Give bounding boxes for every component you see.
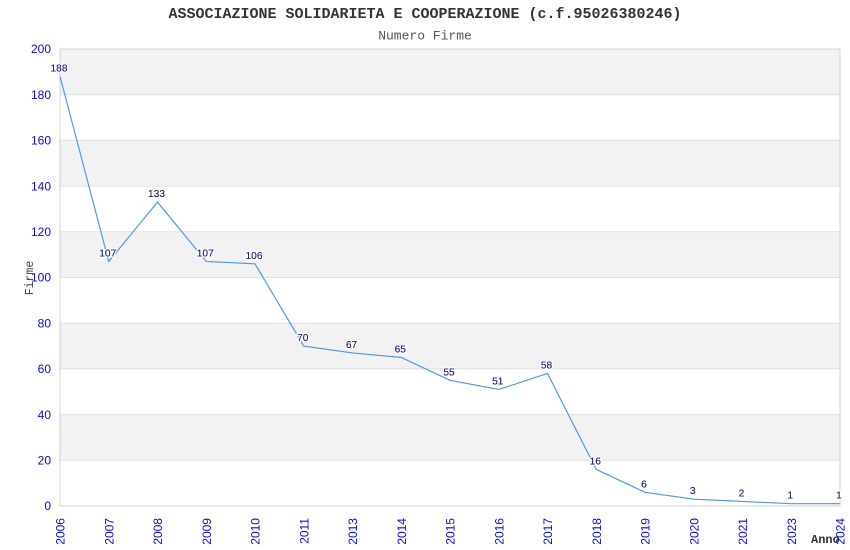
svg-text:80: 80 [38,316,52,330]
svg-text:3: 3 [690,486,696,497]
svg-text:107: 107 [197,249,214,260]
svg-text:6: 6 [641,479,647,490]
svg-text:133: 133 [148,189,165,200]
svg-text:2: 2 [739,488,745,499]
svg-text:2023: 2023 [785,518,799,545]
svg-text:2017: 2017 [541,518,555,545]
svg-text:107: 107 [99,249,116,260]
svg-text:67: 67 [346,340,358,351]
svg-text:2021: 2021 [736,518,750,545]
svg-text:51: 51 [492,376,504,387]
svg-text:1: 1 [787,491,793,502]
svg-text:107: 107 [99,249,116,260]
svg-text:106: 106 [246,251,263,262]
svg-text:65: 65 [395,344,407,355]
svg-text:106: 106 [246,251,263,262]
svg-text:133: 133 [148,189,165,200]
svg-text:2014: 2014 [395,518,409,545]
svg-text:2010: 2010 [249,518,263,545]
svg-text:120: 120 [31,225,51,239]
svg-text:2013: 2013 [346,518,360,545]
svg-text:160: 160 [31,134,51,148]
svg-text:2024: 2024 [834,518,848,545]
svg-text:70: 70 [297,333,309,344]
svg-text:2016: 2016 [492,518,506,545]
svg-text:20: 20 [38,454,52,468]
svg-text:2018: 2018 [590,518,604,545]
svg-text:2007: 2007 [102,518,116,545]
svg-text:2020: 2020 [687,518,701,545]
svg-text:55: 55 [443,367,455,378]
svg-text:40: 40 [38,408,52,422]
svg-text:2006: 2006 [54,518,68,545]
svg-text:188: 188 [51,63,68,74]
svg-text:60: 60 [38,362,52,376]
svg-text:2015: 2015 [444,518,458,545]
svg-text:1: 1 [787,491,793,502]
svg-text:2019: 2019 [639,518,653,545]
svg-text:200: 200 [31,42,51,56]
svg-text:2008: 2008 [151,518,165,545]
svg-text:2011: 2011 [297,518,311,544]
svg-text:1: 1 [836,491,842,502]
svg-text:188: 188 [51,63,68,74]
svg-text:58: 58 [541,360,553,371]
svg-text:6: 6 [641,479,647,490]
svg-text:140: 140 [31,179,51,193]
svg-text:107: 107 [197,249,214,260]
svg-text:3: 3 [690,486,696,497]
svg-text:2: 2 [739,488,745,499]
svg-text:58: 58 [541,360,553,371]
svg-text:1: 1 [836,491,842,502]
svg-text:2009: 2009 [200,518,214,545]
svg-text:Numero Firme: Numero Firme [378,29,472,44]
svg-text:180: 180 [31,88,51,102]
svg-text:51: 51 [492,376,504,387]
svg-text:67: 67 [346,340,358,351]
svg-text:ASSOCIAZIONE SOLIDARIETA E COO: ASSOCIAZIONE SOLIDARIETA E COOPERAZIONE … [168,6,681,23]
svg-text:16: 16 [590,456,602,467]
svg-text:55: 55 [443,367,455,378]
svg-text:65: 65 [395,344,407,355]
svg-text:0: 0 [44,499,51,513]
svg-text:Firme: Firme [24,261,37,296]
svg-text:100: 100 [31,271,51,285]
svg-text:Anno: Anno [811,533,840,547]
svg-text:70: 70 [297,333,309,344]
svg-text:16: 16 [590,456,602,467]
